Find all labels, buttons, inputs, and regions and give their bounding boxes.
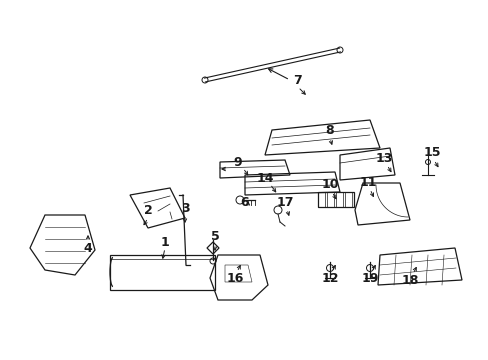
Text: 18: 18: [401, 274, 418, 287]
Text: 1: 1: [160, 235, 169, 248]
Text: 19: 19: [361, 271, 378, 284]
Text: 16: 16: [226, 271, 243, 284]
Text: 12: 12: [321, 271, 338, 284]
Text: 7: 7: [293, 73, 302, 86]
Text: 6: 6: [240, 195, 249, 208]
Polygon shape: [206, 242, 219, 254]
Text: 14: 14: [256, 171, 273, 184]
Text: 3: 3: [181, 202, 189, 215]
Text: 11: 11: [359, 176, 376, 189]
Text: 13: 13: [375, 152, 392, 165]
Text: 15: 15: [423, 147, 440, 159]
Text: 10: 10: [321, 179, 338, 192]
Text: 5: 5: [210, 230, 219, 243]
Text: 4: 4: [83, 242, 92, 255]
Text: 2: 2: [143, 203, 152, 216]
Text: 8: 8: [325, 125, 334, 138]
Text: 17: 17: [276, 195, 293, 208]
Text: 9: 9: [233, 156, 242, 168]
